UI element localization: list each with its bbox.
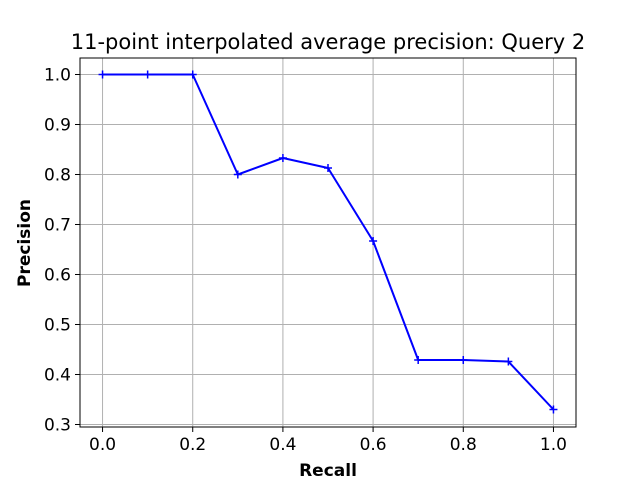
x-tick-label: 0.8 [450,435,477,455]
x-axis-label: Recall [299,461,357,480]
data-point [98,70,107,79]
data-point [143,70,152,79]
y-tick-label: 0.3 [44,416,71,436]
x-tick-label: 0.4 [269,435,296,455]
data-point [414,356,423,364]
data-point [549,405,558,414]
x-tick-label: 1.0 [540,435,567,455]
data-point [324,164,332,172]
y-tick-label: 0.5 [44,316,71,336]
x-tick-label: 0.0 [89,435,116,455]
y-tick-label: 0.6 [44,266,71,286]
y-axis-label: Precision [15,199,35,287]
chart-title: 11-point interpolated average precision:… [71,30,586,54]
tick-layer: 0.0 0.2 0.4 0.6 0.8 1.0 0.3 0.4 0.5 0.6 0.7 0.8 0.9 1… [44,66,567,456]
y-tick-label: 0.7 [44,216,71,236]
y-tick-label: 0.9 [44,116,71,136]
y-tick-label: 0.4 [44,366,71,386]
data-point [504,357,513,366]
x-tick-label: 0.2 [179,435,206,455]
grid [80,58,576,427]
data-point [233,170,242,179]
y-tick-label: 0.8 [44,166,71,186]
series-layer [98,70,558,414]
data-point [278,154,287,162]
plot-frame [79,57,577,428]
data-point [369,237,378,245]
data-point [459,356,468,364]
y-tick-label: 1.0 [44,66,71,86]
x-tick-label: 0.6 [360,435,387,455]
data-point [188,70,197,79]
